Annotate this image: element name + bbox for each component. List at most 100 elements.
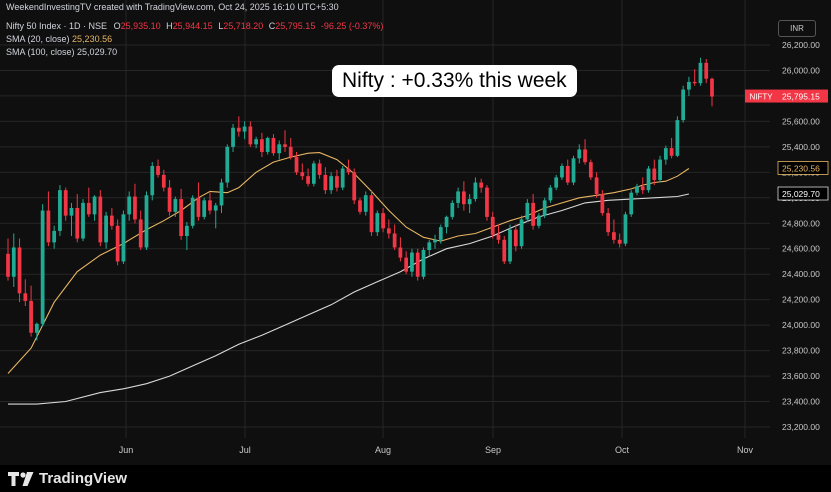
symbol-line: Nifty 50 Index · 1D · NSE O25,935.10 H25… xyxy=(6,21,384,31)
candle-body xyxy=(588,162,593,178)
chart-area[interactable]: 26,200.0026,000.0025,800.0025,600.0025,4… xyxy=(0,0,831,465)
candle-body xyxy=(138,219,143,248)
candle-body xyxy=(427,242,432,251)
candle-body xyxy=(704,62,709,79)
y-tick-label: 24,000.00 xyxy=(782,320,820,330)
candle-body xyxy=(133,196,137,220)
y-tick-label: 25,400.00 xyxy=(782,142,820,152)
y-tick-label: 24,200.00 xyxy=(782,295,820,305)
candle-body xyxy=(537,215,541,226)
close-value: 25,795.15 xyxy=(275,21,316,31)
candle-body xyxy=(386,228,391,234)
candle-body xyxy=(381,213,385,229)
sma100-legend[interactable]: SMA (100, close) 25,029.70 xyxy=(6,47,117,57)
candle xyxy=(542,197,547,219)
candle-body xyxy=(450,202,455,217)
candle xyxy=(323,167,328,194)
candle xyxy=(386,219,391,239)
candle xyxy=(213,202,218,229)
candle-body xyxy=(398,247,403,258)
y-tick-label: 24,400.00 xyxy=(782,269,820,279)
candle-body xyxy=(323,174,328,191)
candle xyxy=(340,165,345,191)
candle-body xyxy=(438,227,443,240)
candle-body xyxy=(11,247,16,277)
candle xyxy=(490,211,495,239)
candle-body xyxy=(98,196,103,243)
candle xyxy=(271,134,276,156)
candle-body xyxy=(69,207,74,216)
candle-body xyxy=(392,233,397,248)
candlestick-chart[interactable]: 26,200.0026,000.0025,800.0025,600.0025,4… xyxy=(0,0,831,465)
candle xyxy=(317,159,322,179)
x-tick-label: Jul xyxy=(239,445,251,455)
low-value: 25,718.20 xyxy=(223,21,264,31)
candle-body xyxy=(109,215,114,226)
footer-bar xyxy=(0,465,831,492)
candle xyxy=(150,162,155,201)
tradingview-logo[interactable]: TradingView xyxy=(8,470,127,487)
candle-body xyxy=(311,163,316,184)
candle-body xyxy=(542,200,547,216)
candle xyxy=(225,144,230,188)
candle-body xyxy=(490,216,495,235)
currency-selector[interactable]: INR xyxy=(778,20,816,37)
candle xyxy=(40,204,45,327)
price-tag-value: 25,795.15 xyxy=(782,92,820,102)
candle xyxy=(109,207,114,230)
candle xyxy=(369,190,374,236)
attribution-text: WeekendInvestingTV created with TradingV… xyxy=(6,2,339,12)
candle xyxy=(260,132,264,158)
candle xyxy=(311,160,316,187)
candle-body xyxy=(294,157,299,173)
candle-body xyxy=(681,89,686,121)
candle xyxy=(231,123,235,152)
candle xyxy=(300,163,305,180)
sma100-label: SMA (100, close) xyxy=(6,47,75,57)
candle-body xyxy=(248,126,253,145)
attribution-line: WeekendInvestingTV created with TradingV… xyxy=(6,2,339,12)
candle-body xyxy=(300,172,305,177)
candle xyxy=(392,224,397,251)
candle xyxy=(138,210,143,251)
symbol-text: Nifty 50 Index · 1D · NSE xyxy=(6,21,108,31)
open-value: 25,935.10 xyxy=(120,21,161,31)
candle xyxy=(335,169,339,192)
candle-body xyxy=(629,192,634,215)
candle xyxy=(46,191,51,247)
candle xyxy=(156,159,160,178)
candle-body xyxy=(63,190,68,216)
candle-body xyxy=(571,158,576,183)
candle-body xyxy=(594,177,599,194)
candle xyxy=(265,136,270,155)
y-tick-label: 25,600.00 xyxy=(782,116,820,126)
candle-body xyxy=(444,216,449,228)
sma20-legend[interactable]: SMA (20, close) 25,230.56 xyxy=(6,34,112,44)
candle-body xyxy=(623,214,628,244)
candle xyxy=(444,215,449,234)
y-tick-label: 23,200.00 xyxy=(782,422,820,432)
candle xyxy=(663,145,668,165)
candle xyxy=(58,185,62,236)
candle-body xyxy=(675,120,680,156)
candle xyxy=(612,219,616,244)
candle-body xyxy=(121,214,126,262)
candle xyxy=(306,168,310,187)
candle-body xyxy=(410,252,414,272)
price-tag: 25,029.70 xyxy=(777,186,829,201)
candle-body xyxy=(150,165,155,196)
candle xyxy=(398,237,403,262)
candle-body xyxy=(525,202,530,220)
candle xyxy=(704,59,709,84)
candle-body xyxy=(669,148,674,156)
candle-body xyxy=(260,139,264,152)
sma100-line xyxy=(8,193,690,405)
candle-body xyxy=(635,186,639,193)
y-tick-label: 26,000.00 xyxy=(782,65,820,75)
candle xyxy=(513,224,518,252)
candle-body xyxy=(461,191,466,205)
candle xyxy=(98,190,103,247)
candle-body xyxy=(104,215,108,243)
candle xyxy=(635,183,639,196)
candle xyxy=(375,210,380,236)
